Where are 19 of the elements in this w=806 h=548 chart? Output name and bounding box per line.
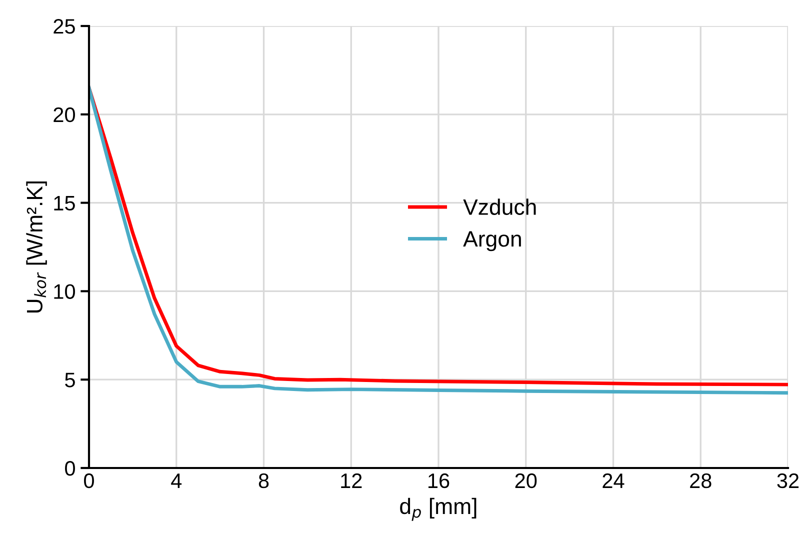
y-tick-label: 5 xyxy=(65,372,75,388)
y-tick-label: 20 xyxy=(54,107,75,122)
x-tick-label: 28 xyxy=(690,473,712,488)
x-tick-label: 8 xyxy=(258,473,269,488)
x-axis-title: d$_{p}$ [mm] xyxy=(400,498,476,521)
y-tick-label: 10 xyxy=(54,284,75,299)
x-tick-label: 16 xyxy=(428,473,450,488)
x-tick-label: 20 xyxy=(515,473,537,488)
legend-label: Argon xyxy=(463,231,521,252)
legend-label: Vzduch xyxy=(463,198,536,215)
y-tick-label: 25 xyxy=(54,19,75,34)
x-tick-label: 32 xyxy=(777,473,799,488)
y-tick-label: 0 xyxy=(65,461,75,476)
x-tick-label: 0 xyxy=(84,473,94,488)
x-tick-label: 12 xyxy=(341,473,362,488)
y-tick-label: 15 xyxy=(54,196,75,211)
x-tick-label: 4 xyxy=(171,474,182,488)
x-tick-label: 24 xyxy=(602,473,624,488)
y-axis-title: U$_{kor}$ [W/m².K] xyxy=(26,181,47,313)
